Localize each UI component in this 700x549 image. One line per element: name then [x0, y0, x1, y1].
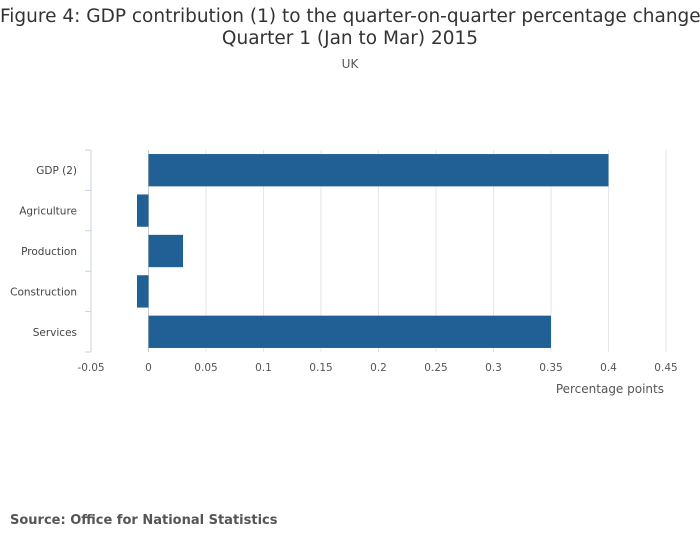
bars [137, 154, 609, 348]
category-label: Construction [10, 286, 77, 298]
bar [148, 315, 551, 348]
x-tick-label: 0.3 [485, 362, 502, 374]
category-label: Agriculture [19, 206, 77, 218]
chart-title: Figure 4: GDP contribution (1) to the qu… [0, 6, 700, 50]
source-note: Source: Office for National Statistics [10, 513, 278, 528]
axis-labels: -0.05 0 0.05 0.1 0.15 0.2 0.25 0.3 0.35 0.4 0.45 GD… [10, 165, 678, 396]
bar [148, 154, 609, 187]
x-axis-title: Percentage points [556, 382, 664, 396]
category-label: Services [33, 327, 77, 339]
x-tick-label: 0 [145, 362, 152, 374]
y-axis [85, 149, 92, 353]
x-tick-label: 0.2 [370, 362, 387, 374]
x-tick-label: -0.05 [77, 362, 104, 374]
category-label: Production [21, 246, 77, 258]
x-tick-label: 0.1 [255, 362, 272, 374]
x-tick-label: 0.35 [539, 362, 562, 374]
bar [137, 275, 149, 308]
x-tick-label: 0.15 [309, 362, 332, 374]
chart-title-line-2: Quarter 1 (Jan to Mar) 2015 [221, 28, 479, 49]
x-tick-label: 0.45 [654, 362, 677, 374]
x-tick-label: 0.25 [424, 362, 447, 374]
x-tick-label: 0.05 [194, 362, 217, 374]
chart-title-line-1: Figure 4: GDP contribution (1) to the qu… [0, 6, 700, 27]
category-label: GDP (2) [36, 165, 77, 177]
bar [148, 234, 183, 268]
x-tick-label: 0.4 [600, 362, 617, 374]
bar [137, 194, 149, 227]
chart-subtitle: UK [341, 57, 359, 71]
